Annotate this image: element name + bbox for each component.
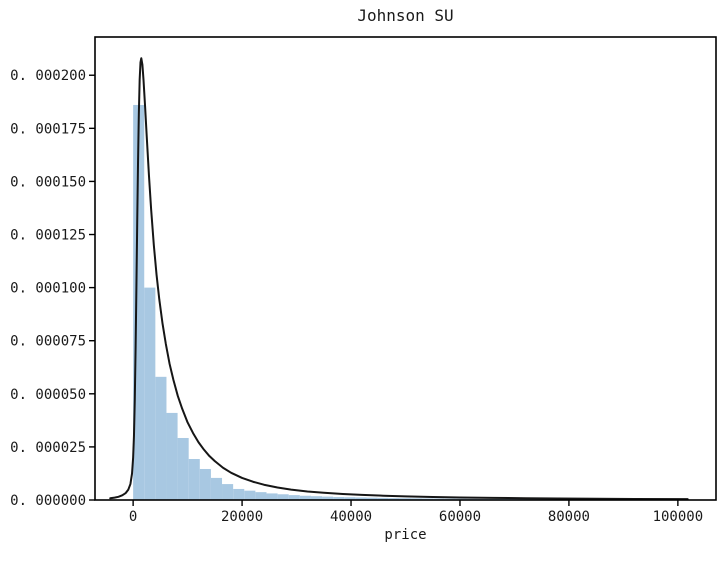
histogram-bar [355, 497, 367, 500]
histogram-bar [233, 488, 245, 500]
histogram-bar [333, 497, 345, 500]
histogram-bar [322, 496, 334, 500]
histogram-bar [199, 468, 211, 500]
fit-curve-line [109, 57, 689, 501]
histogram-bar [366, 497, 378, 500]
histogram-bar [310, 496, 323, 500]
y-tick-label: 0. 000075 [10, 334, 86, 350]
histogram-bar [222, 484, 234, 500]
axes-frame [94, 36, 717, 501]
y-tick-label: 0. 000200 [10, 68, 86, 84]
y-tick-label: 0. 000050 [10, 387, 86, 403]
histogram-bar [166, 412, 178, 500]
histogram-bar [244, 490, 256, 500]
y-tick-label: 0. 000100 [10, 281, 86, 297]
histogram-bar [210, 477, 223, 500]
histogram-bar [177, 437, 189, 500]
x-tick-label: 40000 [330, 509, 372, 525]
histogram-bar [288, 495, 300, 500]
histogram-bar [277, 494, 289, 500]
histogram-bar [388, 498, 400, 500]
x-tick-label: 100000 [653, 509, 704, 525]
histogram-bar [144, 287, 156, 500]
x-tick-label: 0 [129, 509, 137, 525]
x-axis-label: price [384, 527, 427, 543]
histogram-bar [188, 459, 200, 500]
histogram-bar [399, 498, 411, 500]
chart-title: Johnson SU [357, 6, 454, 25]
y-tick-label: 0. 000000 [10, 493, 86, 509]
histogram-bar [410, 498, 423, 500]
histogram-bar [344, 497, 356, 500]
histogram-bar [133, 104, 145, 501]
x-tick-label: 80000 [548, 509, 590, 525]
x-tick-label: 60000 [439, 509, 481, 525]
y-tick-label: 0. 000125 [10, 228, 86, 244]
histogram-bar [255, 492, 267, 500]
y-tick-label: 0. 000150 [10, 174, 86, 190]
y-tick-label: 0. 000025 [10, 440, 86, 456]
histogram-bar [377, 497, 389, 500]
histogram-bar [266, 493, 278, 500]
y-tick-label: 0. 000175 [10, 121, 86, 137]
histogram-bar [155, 376, 167, 500]
histogram-bar [299, 495, 311, 500]
x-tick-label: 20000 [221, 509, 263, 525]
